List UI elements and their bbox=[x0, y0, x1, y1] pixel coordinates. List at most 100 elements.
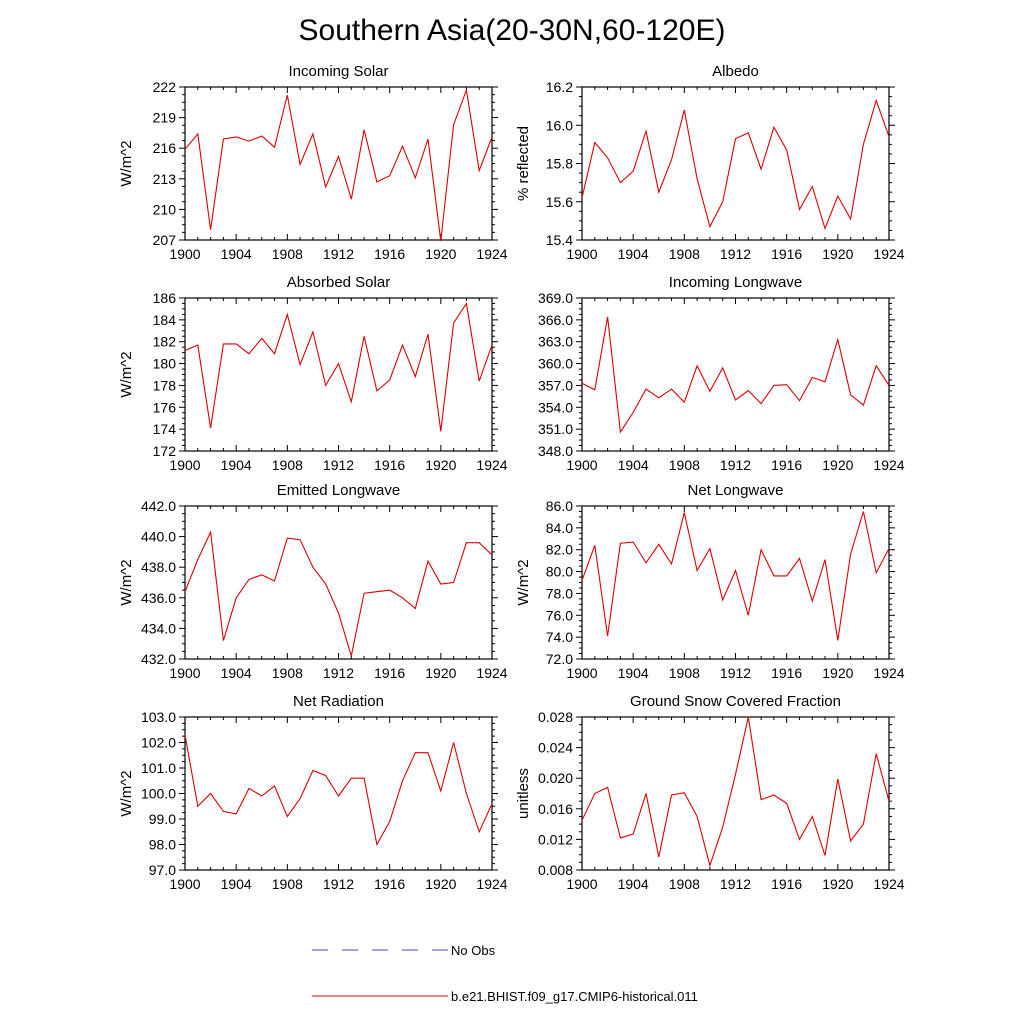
x-tick-label: 1920 bbox=[425, 246, 456, 262]
x-tick-label: 1916 bbox=[374, 457, 405, 473]
x-tick-label: 1920 bbox=[822, 876, 853, 892]
plot-frame bbox=[581, 505, 890, 660]
plot-frame bbox=[581, 297, 890, 452]
y-tick-label: 184 bbox=[153, 312, 177, 328]
x-tick-label: 1908 bbox=[669, 246, 700, 262]
y-tick-label: 0.028 bbox=[538, 709, 573, 725]
panel-3: 1900 1904 1908 1912 1916 1920 1924 172 174 176 178… bbox=[118, 274, 508, 473]
x-tick-label: 1900 bbox=[566, 246, 597, 262]
panel-5: 1900 1904 1908 1912 1916 1920 1924 432.0 434.0 43… bbox=[118, 482, 508, 681]
x-tick-label: 1900 bbox=[566, 457, 597, 473]
legend: No Obs b.e21.BHIST.f09_g17.CMIP6-histori… bbox=[312, 943, 698, 1004]
y-tick-label: 0.008 bbox=[538, 862, 573, 878]
legend-label-no-obs: No Obs bbox=[451, 943, 496, 958]
x-tick-label: 1904 bbox=[618, 876, 649, 892]
x-tick-label: 1924 bbox=[476, 457, 507, 473]
y-axis-label: W/m^2 bbox=[118, 559, 135, 605]
x-tick-label: 1908 bbox=[272, 246, 303, 262]
x-tick-label: 1908 bbox=[272, 876, 303, 892]
series-line bbox=[184, 302, 493, 432]
x-tick-label: 1904 bbox=[221, 246, 252, 262]
legend-label-model: b.e21.BHIST.f09_g17.CMIP6-historical.011 bbox=[451, 989, 698, 1004]
x-tick-label: 1912 bbox=[323, 457, 354, 473]
y-tick-label: 103.0 bbox=[141, 709, 176, 725]
plot-frame bbox=[184, 297, 493, 452]
x-tick-label: 1900 bbox=[169, 457, 200, 473]
x-tick-label: 1912 bbox=[323, 665, 354, 681]
y-tick-label: 82.0 bbox=[546, 542, 573, 558]
y-tick-label: 219 bbox=[153, 110, 177, 126]
x-tick-label: 1900 bbox=[566, 876, 597, 892]
y-tick-label: 216 bbox=[153, 140, 177, 156]
y-tick-label: 15.4 bbox=[546, 232, 573, 248]
y-tick-label: 16.0 bbox=[546, 117, 573, 133]
series-line bbox=[581, 98, 890, 231]
x-tick-label: 1908 bbox=[272, 457, 303, 473]
y-tick-label: 174 bbox=[153, 421, 177, 437]
x-tick-label: 1916 bbox=[771, 246, 802, 262]
y-tick-label: 15.6 bbox=[546, 194, 573, 210]
panel-title: Absorbed Solar bbox=[287, 274, 390, 291]
panel-title: Incoming Solar bbox=[288, 63, 388, 80]
x-tick-label: 1904 bbox=[618, 665, 649, 681]
series-line bbox=[581, 316, 890, 434]
x-tick-label: 1924 bbox=[476, 665, 507, 681]
panels: 1900 1904 1908 1912 1916 1920 1924 207 210 213 216… bbox=[118, 63, 905, 892]
plot-frame bbox=[184, 505, 493, 660]
x-tick-label: 1900 bbox=[169, 876, 200, 892]
y-tick-label: 222 bbox=[153, 79, 177, 95]
y-tick-label: 434.0 bbox=[141, 620, 176, 636]
x-tick-label: 1924 bbox=[873, 457, 904, 473]
x-tick-label: 1920 bbox=[822, 457, 853, 473]
y-tick-label: 442.0 bbox=[141, 498, 176, 514]
y-tick-label: 16.2 bbox=[546, 79, 573, 95]
x-tick-label: 1904 bbox=[221, 665, 252, 681]
y-tick-label: 369.0 bbox=[538, 290, 573, 306]
y-axis-label: % reflected bbox=[515, 126, 532, 201]
panel-title: Ground Snow Covered Fraction bbox=[630, 693, 841, 710]
x-tick-label: 1900 bbox=[169, 246, 200, 262]
y-axis-label: W/m^2 bbox=[515, 559, 532, 605]
x-tick-label: 1916 bbox=[771, 665, 802, 681]
series-line bbox=[581, 716, 890, 868]
x-tick-label: 1924 bbox=[476, 876, 507, 892]
x-tick-label: 1920 bbox=[822, 246, 853, 262]
x-tick-label: 1904 bbox=[618, 457, 649, 473]
y-tick-label: 80.0 bbox=[546, 564, 573, 580]
x-tick-label: 1916 bbox=[374, 876, 405, 892]
y-tick-label: 366.0 bbox=[538, 312, 573, 328]
x-tick-label: 1924 bbox=[873, 246, 904, 262]
x-tick-label: 1916 bbox=[771, 457, 802, 473]
plot-frame bbox=[581, 86, 890, 241]
y-tick-label: 440.0 bbox=[141, 529, 176, 545]
x-tick-label: 1916 bbox=[374, 246, 405, 262]
y-tick-label: 97.0 bbox=[149, 862, 176, 878]
x-tick-label: 1908 bbox=[272, 665, 303, 681]
y-tick-label: 213 bbox=[153, 171, 177, 187]
y-tick-label: 74.0 bbox=[546, 629, 573, 645]
y-tick-label: 86.0 bbox=[546, 498, 573, 514]
panel-1: 1900 1904 1908 1912 1916 1920 1924 207 210 213 216… bbox=[118, 63, 508, 262]
panel-6: 1900 1904 1908 1912 1916 1920 1924 72.0 74.0 76.0… bbox=[515, 482, 905, 681]
y-tick-label: 0.016 bbox=[538, 801, 573, 817]
y-axis-label: W/m^2 bbox=[118, 770, 135, 816]
panel-title: Emitted Longwave bbox=[277, 482, 400, 499]
y-tick-label: 72.0 bbox=[546, 651, 573, 667]
x-tick-label: 1908 bbox=[669, 457, 700, 473]
figure-title: Southern Asia(20-30N,60-120E) bbox=[299, 14, 726, 47]
y-tick-label: 186 bbox=[153, 290, 177, 306]
x-tick-label: 1916 bbox=[374, 665, 405, 681]
y-tick-label: 172 bbox=[153, 443, 177, 459]
y-tick-label: 76.0 bbox=[546, 607, 573, 623]
y-tick-label: 101.0 bbox=[141, 760, 176, 776]
y-tick-label: 351.0 bbox=[538, 421, 573, 437]
series-line bbox=[581, 511, 890, 641]
y-tick-label: 363.0 bbox=[538, 334, 573, 350]
y-tick-label: 100.0 bbox=[141, 786, 176, 802]
x-tick-label: 1900 bbox=[566, 665, 597, 681]
y-tick-label: 182 bbox=[153, 334, 177, 350]
plot-frame bbox=[184, 86, 493, 241]
x-tick-label: 1924 bbox=[873, 665, 904, 681]
y-tick-label: 0.012 bbox=[538, 831, 573, 847]
